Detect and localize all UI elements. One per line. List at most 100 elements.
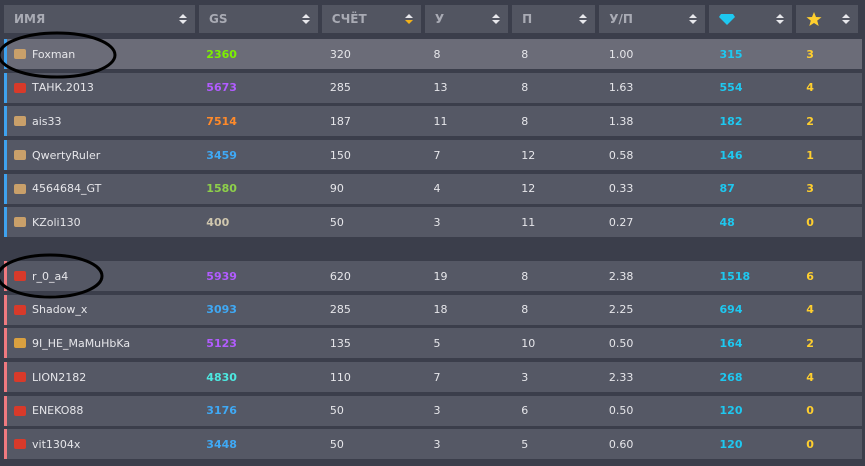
table-row[interactable]: vit1304x 3448 50 3 5 0.60 120 0 <box>4 429 862 460</box>
team-color-bar <box>4 294 7 325</box>
gems: 182 <box>719 114 743 128</box>
deaths: 8 <box>521 81 529 95</box>
team-color-bar <box>4 173 7 204</box>
team2-table: r_0_a4 5939 620 19 8 2.38 1518 6 Shadow_… <box>4 261 862 463</box>
score: 187 <box>329 114 351 128</box>
score: 50 <box>329 215 344 229</box>
score: 50 <box>329 437 344 451</box>
rank-icon <box>14 338 26 349</box>
player-name: ais33 <box>32 114 62 128</box>
stars: 1 <box>806 148 814 162</box>
sort-icon[interactable] <box>404 14 413 24</box>
table-row[interactable]: Shadow_x 3093 285 18 8 2.25 694 4 <box>4 294 862 325</box>
column-header-2[interactable]: СЧЁТ <box>321 5 421 33</box>
rank-icon <box>14 183 26 194</box>
table-row[interactable]: ais33 7514 187 11 8 1.38 182 2 <box>4 106 862 137</box>
deaths: 12 <box>521 148 536 162</box>
deaths: 5 <box>521 437 529 451</box>
sort-icon[interactable] <box>775 14 784 24</box>
column-header-3[interactable]: У <box>424 5 509 33</box>
kd-ratio: 1.38 <box>608 114 634 128</box>
gear-score: 1580 <box>206 182 237 196</box>
sort-icon[interactable] <box>579 14 588 24</box>
player-name: vit1304x <box>32 437 81 451</box>
column-header-label: GS <box>208 12 228 26</box>
diamond-icon <box>719 14 736 25</box>
gear-score: 3176 <box>206 404 237 418</box>
kd-ratio: 0.33 <box>608 182 634 196</box>
sort-icon[interactable] <box>178 14 187 24</box>
column-header-label: У <box>434 12 445 26</box>
gems: 120 <box>719 404 743 418</box>
kd-ratio: 0.60 <box>608 437 634 451</box>
gear-score: 7514 <box>206 114 237 128</box>
gems: 48 <box>719 215 735 229</box>
table-row[interactable]: 4564684_GT 1580 90 4 12 0.33 87 3 <box>4 173 862 204</box>
team-color-bar <box>4 207 7 238</box>
stars: 3 <box>806 47 814 61</box>
deaths: 12 <box>521 182 536 196</box>
table-row[interactable]: r_0_a4 5939 620 19 8 2.38 1518 6 <box>4 261 862 291</box>
deaths: 3 <box>521 370 529 384</box>
column-header-7[interactable] <box>795 5 858 33</box>
kills: 7 <box>433 370 441 384</box>
deaths: 8 <box>521 269 529 283</box>
kd-ratio: 1.00 <box>608 47 634 61</box>
team-color-bar <box>4 140 7 171</box>
kills: 8 <box>433 47 441 61</box>
table-row[interactable]: KZoli130 400 50 3 11 0.27 48 0 <box>4 207 862 238</box>
deaths: 10 <box>521 336 536 350</box>
gear-score: 3459 <box>206 148 237 162</box>
score: 620 <box>329 269 351 283</box>
deaths: 11 <box>521 215 536 229</box>
rank-icon <box>14 82 26 93</box>
stars: 4 <box>806 81 814 95</box>
kd-ratio: 0.50 <box>608 336 634 350</box>
player-name: r_0_a4 <box>32 269 69 283</box>
stars: 3 <box>806 182 814 196</box>
player-name: QwertyRuler <box>32 148 101 162</box>
team-color-bar <box>4 106 7 137</box>
score: 285 <box>329 303 351 317</box>
rank-icon <box>14 271 26 281</box>
team-color-bar <box>4 429 7 460</box>
sort-icon[interactable] <box>689 14 698 24</box>
kills: 3 <box>433 437 441 451</box>
table-row[interactable]: LION2182 4830 110 7 3 2.33 268 4 <box>4 362 862 393</box>
kd-ratio: 0.58 <box>608 148 634 162</box>
sort-icon[interactable] <box>842 14 850 24</box>
column-header-5[interactable]: У/П <box>599 5 706 33</box>
score: 135 <box>329 336 351 350</box>
table-row[interactable]: 9I_HE_MaMuHbKa 5123 135 5 10 0.50 164 2 <box>4 328 862 359</box>
gear-score: 5123 <box>206 336 237 350</box>
deaths: 8 <box>521 303 529 317</box>
column-header-4[interactable]: П <box>512 5 596 33</box>
rank-icon <box>14 150 26 161</box>
kd-ratio: 0.50 <box>608 404 634 418</box>
gems: 1518 <box>719 269 751 283</box>
kills: 7 <box>433 148 441 162</box>
column-header-6[interactable] <box>709 5 792 33</box>
team1-table: Foxman 2360 320 8 8 1.00 315 3 ТАНК.2013… <box>4 39 862 241</box>
team-color-bar <box>4 328 7 359</box>
rank-icon <box>14 49 26 59</box>
table-row[interactable]: QwertyRuler 3459 150 7 12 0.58 146 1 <box>4 140 862 171</box>
rank-icon <box>14 116 26 127</box>
sort-icon[interactable] <box>301 14 310 24</box>
table-row[interactable]: ТАНК.2013 5673 285 13 8 1.63 554 4 <box>4 72 862 103</box>
score: 110 <box>329 370 351 384</box>
rank-icon <box>14 304 26 315</box>
kd-ratio: 0.27 <box>608 215 634 229</box>
team-color-bar <box>4 261 7 291</box>
table-row[interactable]: Foxman 2360 320 8 8 1.00 315 3 <box>4 39 862 69</box>
player-name: LION2182 <box>32 370 87 384</box>
team-color-bar <box>4 395 7 426</box>
score: 285 <box>329 81 351 95</box>
sort-icon[interactable] <box>492 14 501 24</box>
column-header-0[interactable]: ИМЯ <box>4 5 195 33</box>
table-row[interactable]: ENEKO88 3176 50 3 6 0.50 120 0 <box>4 395 862 426</box>
kills: 18 <box>433 303 448 317</box>
column-header-1[interactable]: GS <box>198 5 318 33</box>
stars: 2 <box>806 336 814 350</box>
kills: 3 <box>433 404 441 418</box>
